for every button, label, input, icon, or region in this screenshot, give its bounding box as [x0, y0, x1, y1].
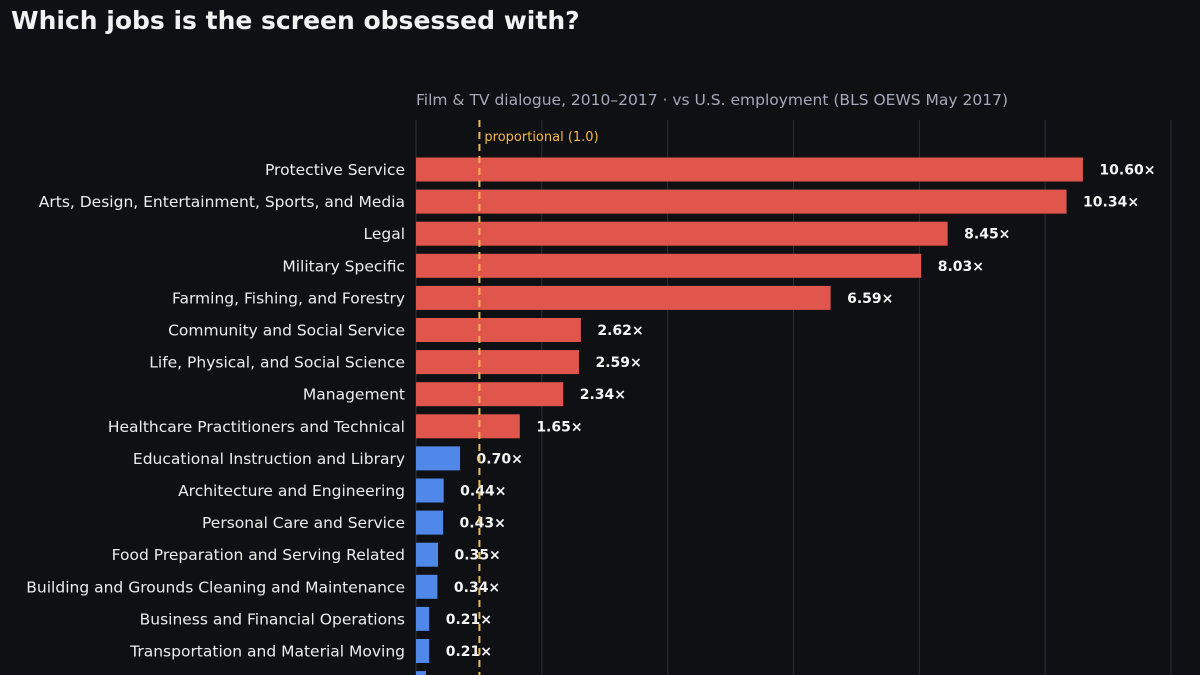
category-label: Life, Physical, and Social Science [149, 354, 405, 372]
value-label: 2.62× [597, 323, 643, 339]
category-label: Community and Social Service [168, 322, 405, 340]
chart-title: Which jobs is the screen obsessed with? [11, 6, 580, 35]
category-label: Architecture and Engineering [178, 482, 405, 500]
bar [416, 510, 444, 535]
value-label: 2.34× [580, 387, 626, 403]
bars [416, 157, 1083, 675]
value-label: 2.59× [595, 355, 641, 371]
bar [416, 189, 1067, 214]
category-labels: Protective Service Arts, Design, Entertai… [26, 161, 405, 661]
chart-subtitle: Film & TV dialogue, 2010–2017 · vs U.S. … [416, 91, 1009, 109]
bar [416, 221, 948, 246]
bar [416, 478, 444, 503]
value-label: 0.34× [454, 580, 500, 596]
value-label: 10.34× [1083, 195, 1139, 211]
bar [416, 414, 520, 439]
bar [416, 446, 461, 471]
category-label: Management [303, 386, 405, 404]
value-label: 8.45× [964, 227, 1010, 243]
category-label: Educational Instruction and Library [133, 450, 405, 468]
category-label: Military Specific [282, 257, 405, 275]
bar [416, 318, 581, 342]
category-label: Personal Care and Service [202, 514, 405, 532]
value-label: 0.70× [477, 451, 523, 467]
bar-partial [416, 671, 426, 675]
value-labels: 10.60× 10.34× 8.45× 8.03× 6.59× 2.62× 2.59× 2.3… [446, 163, 1156, 661]
bar [416, 350, 579, 375]
reference-line-label: proportional (1.0) [484, 130, 598, 145]
category-label: Farming, Fishing, and Forestry [172, 289, 405, 307]
category-label: Building and Grounds Cleaning and Mainte… [26, 578, 405, 596]
category-label: Arts, Design, Entertainment, Sports, and… [39, 193, 405, 211]
bar [416, 639, 430, 663]
value-label: 10.60× [1099, 163, 1155, 179]
category-label: Business and Financial Operations [140, 610, 405, 628]
bar [416, 285, 831, 310]
bar [416, 542, 439, 567]
bar [416, 574, 438, 599]
category-label: Transportation and Material Moving [129, 643, 405, 661]
category-label: Healthcare Practitioners and Technical [108, 418, 405, 436]
value-label: 0.35× [455, 548, 501, 564]
value-label: 6.59× [847, 291, 893, 307]
value-label: 0.44× [460, 484, 506, 500]
value-label: 8.03× [938, 259, 984, 275]
reference-line-group: proportional (1.0) [478, 120, 599, 675]
bar [416, 382, 564, 407]
category-label: Food Preparation and Serving Related [112, 546, 405, 564]
value-label: 0.21× [446, 612, 492, 628]
value-label: 0.43× [460, 516, 506, 532]
category-label: Protective Service [265, 161, 405, 179]
value-label: 0.21× [446, 644, 492, 660]
bar [416, 606, 430, 631]
value-label: 1.65× [536, 419, 582, 435]
bar [416, 157, 1083, 182]
bar [416, 253, 922, 278]
category-label: Legal [363, 225, 405, 243]
